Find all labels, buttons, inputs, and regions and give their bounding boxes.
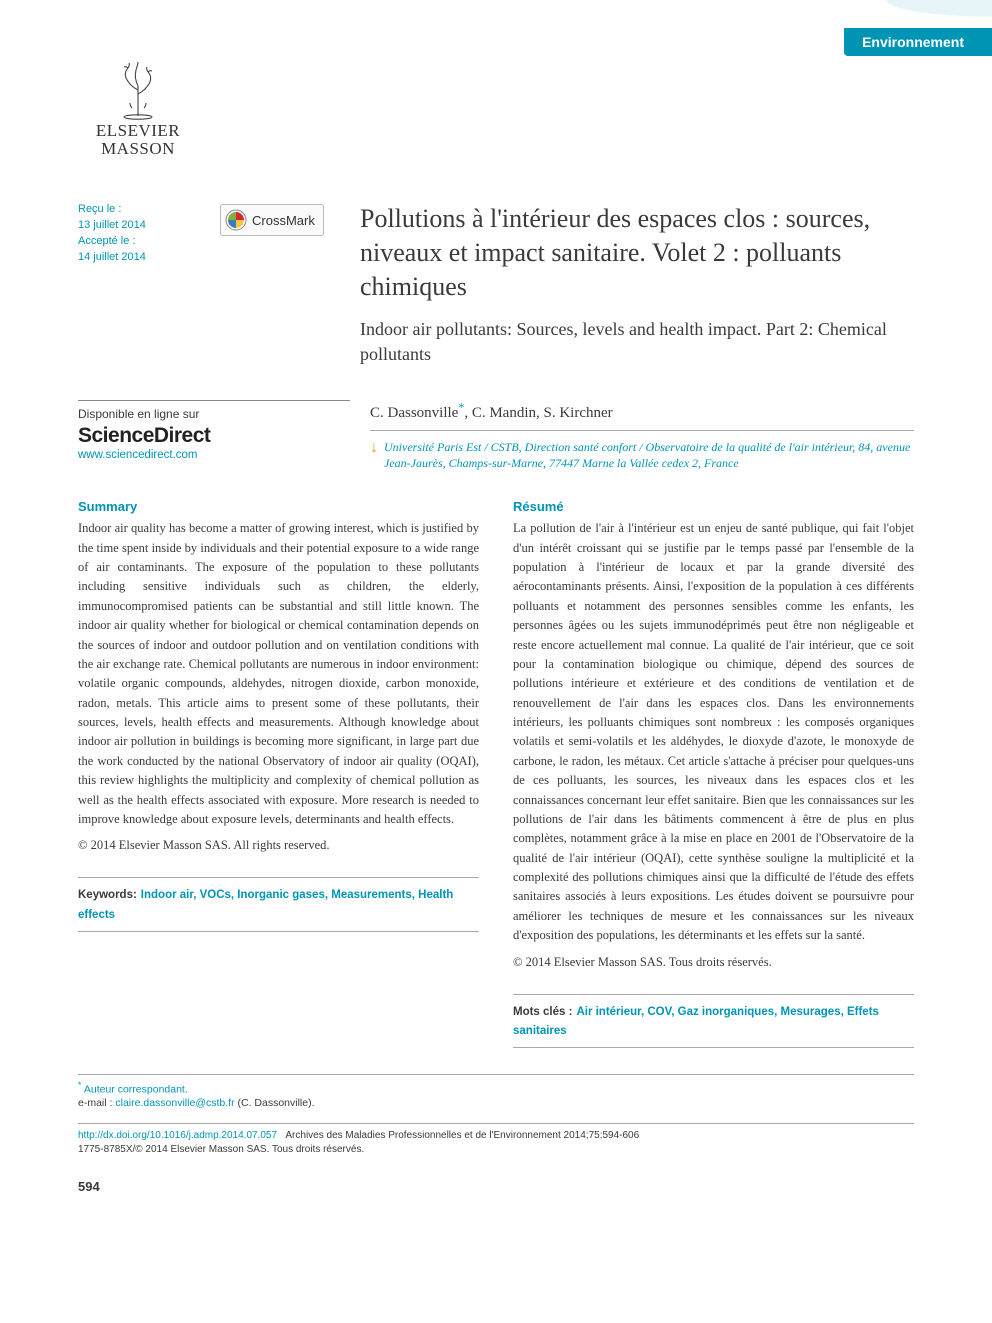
keywords-label-fr: Mots clés :	[513, 1006, 572, 1018]
corresponding-label: Auteur correspondant.	[84, 1084, 188, 1096]
article-title-en: Indoor air pollutants: Sources, levels a…	[360, 317, 914, 366]
online-label: Disponible en ligne sur	[78, 400, 350, 421]
sciencedirect-brand[interactable]: ScienceDirect	[78, 424, 350, 448]
resume-heading: Résumé	[513, 499, 914, 514]
publisher-name-bottom: MASSON	[78, 140, 198, 158]
summary-column: Summary Indoor air quality has become a …	[78, 499, 479, 1048]
email-label: e-mail :	[78, 1097, 112, 1109]
publisher-name-top: ELSEVIER	[78, 122, 198, 140]
accepted-label: Accepté le :	[78, 234, 220, 250]
doi-link[interactable]: http://dx.doi.org/10.1016/j.admp.2014.07…	[78, 1130, 277, 1141]
footer-star-icon: *	[78, 1080, 82, 1090]
issn-line: 1775-8785X/© 2014 Elsevier Masson SAS. T…	[78, 1144, 364, 1155]
affiliation-text: Université Paris Est / CSTB, Direction s…	[384, 439, 914, 471]
received-label: Reçu le :	[78, 202, 220, 218]
summary-copyright: © 2014 Elsevier Masson SAS. All rights r…	[78, 838, 479, 853]
crossmark-label: CrossMark	[252, 213, 315, 228]
divider	[370, 430, 914, 431]
article-page: Environnement ELSEVIER MASSON Reçu le : …	[0, 0, 992, 1194]
email-line: e-mail : claire.dassonville@cstb.fr (C. …	[78, 1097, 914, 1109]
received-date: 13 juillet 2014	[78, 218, 220, 234]
resume-copyright: © 2014 Elsevier Masson SAS. Tous droits …	[513, 955, 914, 970]
accepted-date: 14 juillet 2014	[78, 250, 220, 266]
article-title-fr: Pollutions à l'intérieur des espaces clo…	[360, 202, 914, 303]
date-meta: Reçu le : 13 juillet 2014 Accepté le : 1…	[78, 202, 220, 266]
keywords-label-en: Keywords:	[78, 889, 137, 901]
resume-body: La pollution de l'air à l'intérieur est …	[513, 519, 914, 945]
keywords-block-fr: Mots clés : Air intérieur, COV, Gaz inor…	[513, 994, 914, 1049]
sciencedirect-url[interactable]: www.sciencedirect.com	[78, 449, 350, 461]
resume-column: Résumé La pollution de l'air à l'intérie…	[513, 499, 914, 1048]
page-number: 594	[78, 1179, 914, 1194]
authors-list: C. Dassonville*, C. Mandin, S. Kirchner	[370, 400, 914, 422]
category-badge: Environnement	[844, 28, 992, 56]
online-availability: Disponible en ligne sur ScienceDirect ww…	[78, 400, 350, 471]
summary-body: Indoor air quality has become a matter o…	[78, 519, 479, 829]
elsevier-tree-icon	[110, 58, 166, 120]
keywords-block-en: Keywords: Indoor air, VOCs, Inorganic ga…	[78, 877, 479, 932]
email-link[interactable]: claire.dassonville@cstb.fr	[115, 1097, 234, 1109]
corresponding-author-line: * Auteur correspondant.	[78, 1074, 914, 1096]
email-name: (C. Dassonville).	[237, 1097, 314, 1109]
journal-citation: Archives des Maladies Professionnelles e…	[285, 1130, 639, 1141]
crossmark-button[interactable]: CrossMark	[220, 204, 324, 236]
corresponding-star-icon: *	[458, 400, 464, 414]
crossmark-icon	[225, 209, 247, 231]
publisher-logo: ELSEVIER MASSON	[78, 58, 198, 158]
doi-block: http://dx.doi.org/10.1016/j.admp.2014.07…	[78, 1123, 914, 1157]
affiliation-arrow-icon: ↓	[370, 439, 384, 456]
footer: * Auteur correspondant. e-mail : claire.…	[0, 1048, 992, 1194]
summary-heading: Summary	[78, 499, 479, 514]
